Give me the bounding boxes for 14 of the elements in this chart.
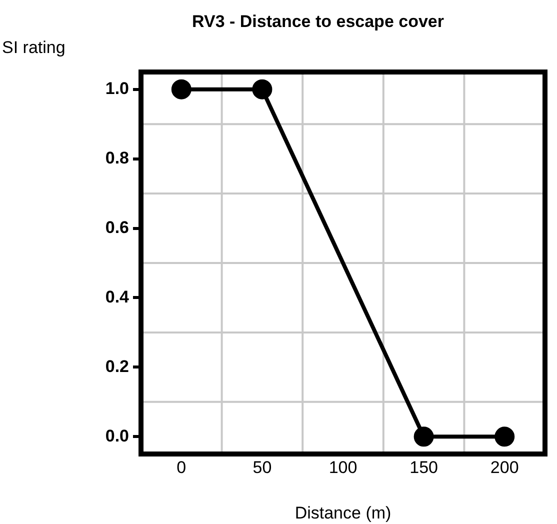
y-tick-label: 0.8 xyxy=(105,148,129,168)
x-tick-label: 150 xyxy=(410,458,438,477)
y-tick-label: 1.0 xyxy=(105,79,129,98)
y-tick-label: 0.0 xyxy=(105,426,129,446)
y-tick-label: 0.6 xyxy=(105,218,129,237)
x-axis-title: Distance (m) xyxy=(294,503,392,522)
y-tick-label: 0.4 xyxy=(105,287,130,306)
x-tick-label: 0 xyxy=(176,458,186,477)
chart-title: RV3 - Distance to escape cover xyxy=(192,12,444,31)
y-tick-label: 0.2 xyxy=(105,356,129,376)
x-tick-label: 200 xyxy=(490,458,519,477)
y-axis-title: SI rating xyxy=(2,38,66,57)
x-tick-label: 100 xyxy=(328,458,358,477)
x-tick-label: 50 xyxy=(252,458,272,477)
